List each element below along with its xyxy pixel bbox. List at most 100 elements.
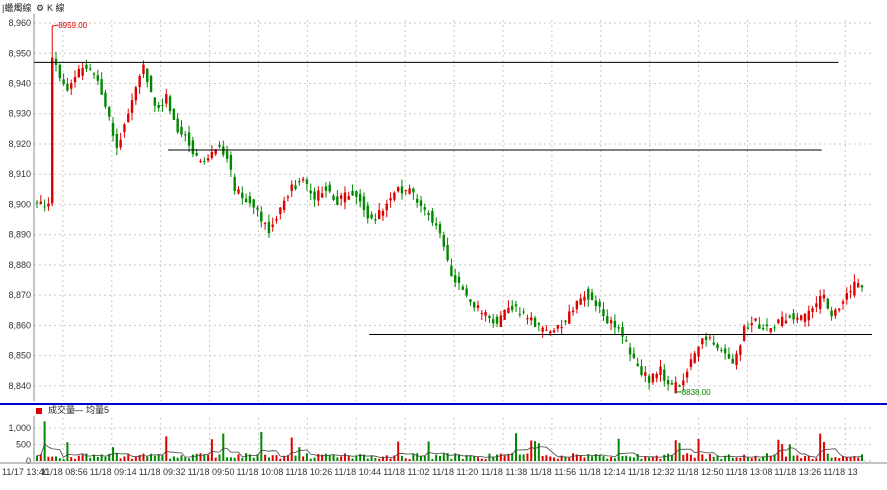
volume-bar (146, 456, 149, 461)
candle-body (454, 275, 457, 283)
candle-body (708, 337, 712, 339)
volume-bars (36, 421, 863, 461)
candle-body (43, 206, 46, 208)
candle-body (735, 353, 738, 366)
volume-bar (807, 455, 810, 461)
candle-body (754, 318, 757, 321)
volume-bar (340, 456, 343, 461)
candle-body (799, 315, 803, 320)
candle-body (244, 198, 248, 202)
candle-body (632, 353, 636, 358)
candle-body (146, 68, 149, 83)
candle-body (796, 317, 799, 320)
candle-body (385, 203, 388, 211)
volume-bar (674, 440, 677, 461)
candle-body (704, 336, 708, 341)
candle-body (184, 134, 187, 136)
candle-body (438, 224, 442, 234)
volume-bar (195, 453, 198, 461)
price-tick-label: 8,840 (8, 381, 31, 391)
candle-body (275, 219, 278, 221)
candle-body (218, 144, 221, 147)
volume-bar (127, 453, 130, 461)
volume-avg-line (36, 443, 863, 459)
volume-bar (58, 458, 61, 461)
candle-body (830, 310, 833, 317)
candle-body (758, 324, 761, 329)
volume-bar (438, 455, 441, 461)
volume-legend-label: 成交量 (48, 405, 76, 415)
candle-body (286, 196, 290, 198)
candle-body (313, 191, 316, 200)
candle-body (564, 320, 567, 323)
volume-bar (62, 458, 65, 461)
candle-body (195, 153, 198, 156)
price-tick-label: 8,860 (8, 320, 31, 330)
volume-bar (370, 455, 373, 461)
candle-body (282, 200, 286, 211)
gear-icon[interactable]: ⚙ (36, 3, 45, 13)
volume-bar (826, 453, 829, 461)
volume-bar (275, 455, 278, 461)
volume-bar (362, 454, 365, 461)
volume-bar (416, 453, 419, 461)
candle-body (621, 326, 624, 337)
volume-bar (621, 455, 624, 461)
candle-body (495, 316, 499, 324)
candle-body (339, 195, 343, 199)
volume-bar (465, 455, 468, 461)
volume-bar (648, 457, 651, 461)
candle-body (35, 202, 39, 204)
volume-bar (511, 453, 514, 461)
candle-body (579, 298, 582, 305)
candle-body (826, 298, 829, 309)
volume-bar (157, 454, 160, 461)
candle-body (552, 330, 556, 333)
candle-body (81, 67, 84, 76)
time-tick-label: 11/18 08:56 (41, 467, 88, 477)
volume-bar (610, 456, 613, 461)
volume-bar (161, 455, 164, 461)
volume-bar (89, 457, 92, 461)
volume-bar (765, 453, 768, 461)
volume-bar (830, 457, 833, 461)
kline-label[interactable]: K 線 (47, 3, 65, 13)
candle-body (225, 151, 229, 159)
candle-body (47, 203, 50, 207)
volume-bar (294, 455, 297, 461)
candle-body (153, 97, 157, 106)
volume-bar (781, 444, 784, 461)
candle-body (457, 276, 461, 283)
candle-body (415, 198, 419, 203)
volume-bar (477, 457, 480, 461)
volume-bar (81, 454, 84, 461)
candle-body (229, 154, 233, 170)
candle-body (784, 320, 788, 324)
time-tick-label: 11/18 12:50 (677, 467, 724, 477)
volume-bar (800, 458, 803, 461)
volume-bar (773, 454, 776, 461)
volume-bar (606, 458, 609, 461)
volume-bar (199, 453, 202, 461)
volume-bar (473, 456, 476, 461)
volume-bar (435, 454, 438, 461)
candle-body (636, 363, 639, 367)
price-tick-label: 8,930 (8, 109, 31, 119)
volume-bar (237, 454, 240, 461)
candle-body (389, 198, 392, 201)
volume-bar (165, 436, 168, 461)
volume-bar (727, 454, 730, 461)
candle-body (511, 305, 514, 311)
candle-body (309, 190, 312, 194)
volume-bar (267, 457, 270, 461)
volume-bar (777, 439, 780, 461)
time-tick-label: 11/18 12:32 (628, 467, 675, 477)
candle-body (305, 179, 309, 184)
volume-bar (55, 456, 58, 461)
volume-bar (587, 454, 590, 461)
volume-bar (625, 455, 628, 461)
volume-bar (100, 454, 103, 461)
candle-body (237, 189, 240, 194)
volume-bar (180, 455, 183, 461)
volume-bar (226, 457, 229, 461)
